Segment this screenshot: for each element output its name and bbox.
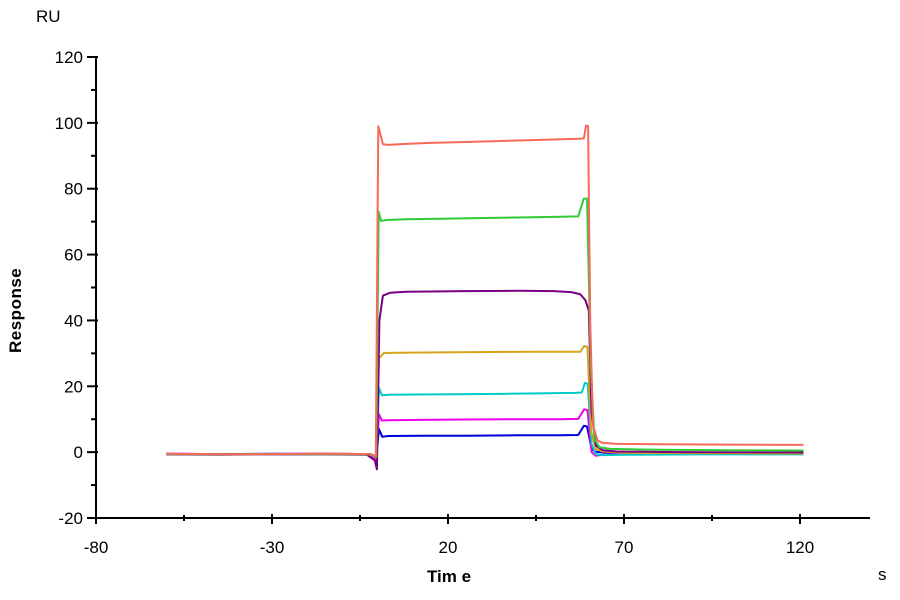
y-tick-label: 40 — [64, 311, 83, 330]
y-axis-title: Response — [6, 267, 25, 353]
x-tick-label: -80 — [84, 538, 109, 557]
x-axis-unit-label: s — [878, 565, 887, 584]
y-tick-label: 60 — [64, 246, 83, 265]
y-axis-unit-label: RU — [36, 7, 61, 26]
y-tick-label: -20 — [58, 509, 83, 528]
series-line-curve-49RU — [166, 289, 804, 471]
x-tick-label: 20 — [439, 538, 458, 557]
y-tick-label: 120 — [55, 48, 83, 67]
series-line-curve-30RU — [166, 345, 804, 459]
x-tick-label: 120 — [786, 538, 814, 557]
x-axis-title: Tim e — [426, 567, 472, 586]
y-tick-label: 0 — [74, 443, 83, 462]
series-line-curve-71RU — [166, 197, 804, 459]
y-tick-label: 100 — [55, 114, 83, 133]
x-tick-label: -30 — [260, 538, 285, 557]
series-line-curve-95RU — [166, 124, 804, 458]
y-tick-label: 20 — [64, 377, 83, 396]
x-tick-label: 70 — [615, 538, 634, 557]
y-tick-label: 80 — [64, 180, 83, 199]
